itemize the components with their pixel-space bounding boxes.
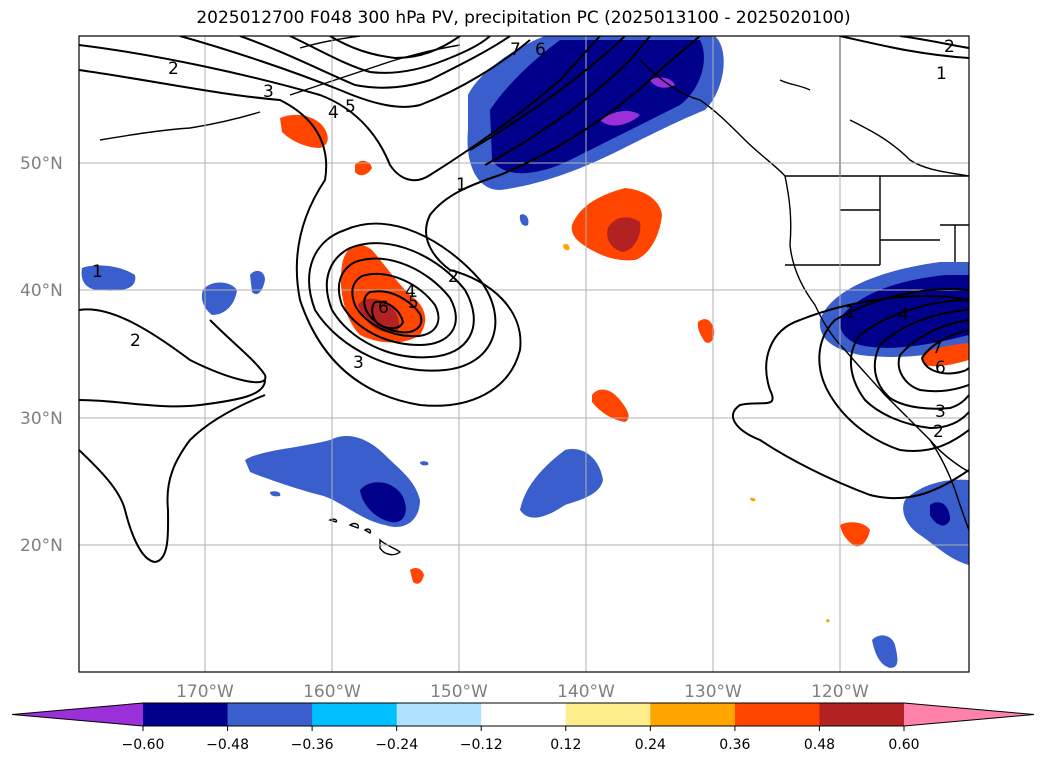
longitude-labels: 170°W 160°W 150°W 140°W 130°W 120°W: [176, 682, 869, 702]
colorbar-extend-max: [904, 703, 1034, 726]
lat-label: 40°N: [20, 281, 63, 301]
contour-label: 2: [130, 331, 141, 351]
colorbar-segment: [650, 703, 736, 726]
contour-label: 2: [448, 267, 459, 287]
colorbar-tick-label: −0.12: [460, 737, 503, 753]
colorbar-segment: [481, 703, 567, 726]
contour-label: 6: [378, 298, 389, 318]
contour-label: 4: [898, 305, 909, 325]
colorbar-segment: [227, 703, 313, 726]
contour-label: 3: [935, 402, 946, 422]
contour-label: 6: [535, 40, 546, 60]
contour-label: 4: [328, 103, 339, 123]
contour-label: 1: [456, 175, 467, 195]
lat-label: 20°N: [20, 536, 63, 556]
map-frame: [78, 35, 970, 673]
lon-label: 160°W: [303, 682, 361, 702]
contour-label: 7: [932, 338, 943, 358]
contour-label: 2: [944, 37, 955, 57]
colorbar-segment: [565, 703, 651, 726]
contour-label: 1: [845, 303, 856, 323]
colorbar: −0.60 −0.48 −0.36 −0.24 −0.12 0.12 0.24 0.36 0.4…: [11, 702, 1035, 753]
colorbar-segment: [143, 703, 229, 726]
lon-label: 170°W: [176, 682, 234, 702]
colorbar-segment: [396, 703, 482, 726]
positive-precip-areas: [280, 114, 969, 623]
colorbar-extend-min: [12, 703, 143, 726]
colorbar-segment: [312, 703, 398, 726]
contour-label: 3: [263, 82, 274, 102]
contour-label: 7: [510, 40, 521, 60]
contour-label: 6: [935, 358, 946, 378]
contour-label: 2: [933, 422, 944, 442]
lon-label: 150°W: [430, 682, 488, 702]
lon-label: 130°W: [684, 682, 742, 702]
lat-label: 30°N: [20, 409, 63, 429]
contour-label: 5: [345, 97, 356, 117]
contour-label: 1: [92, 262, 103, 282]
lon-label: 120°W: [811, 682, 869, 702]
colorbar-tick-label: 0.36: [719, 737, 750, 753]
colorbar-segment: [819, 703, 905, 726]
pv-contours: [79, 36, 969, 564]
colorbar-tick-label: 0.60: [888, 737, 919, 753]
colorbar-tick-label: 0.24: [635, 737, 666, 753]
contour-label: 5: [408, 293, 419, 313]
colorbar-segment: [734, 703, 820, 726]
lat-label: 50°N: [20, 154, 63, 174]
contour-label: 4: [405, 282, 416, 302]
map-panel: 2 3 4 5 1 6 7 2 3 4 5 6 1 2 1 2 1 2 3 4 …: [79, 36, 969, 672]
colorbar-tick-label: −0.60: [122, 737, 165, 753]
colorbar-tick-label: −0.36: [291, 737, 334, 753]
colorbar-tick-label: −0.24: [375, 737, 418, 753]
lon-label: 140°W: [557, 682, 615, 702]
map-title: 2025012700 F048 300 hPa PV, precipitatio…: [196, 8, 851, 28]
contour-labels: 2 3 4 5 1 6 7 2 3 4 5 6 1 2 1 2 1 2 3 4 …: [92, 37, 955, 442]
colorbar-tick-label: 0.48: [804, 737, 835, 753]
gridlines: [79, 36, 969, 672]
contour-label: 3: [353, 353, 364, 373]
contour-label: 1: [936, 64, 947, 84]
latitude-labels: 50°N 40°N 30°N 20°N: [20, 154, 63, 556]
colorbar-tick-label: 0.12: [550, 737, 581, 753]
colorbar-tick-label: −0.48: [206, 737, 249, 753]
contour-label: 2: [168, 59, 179, 79]
